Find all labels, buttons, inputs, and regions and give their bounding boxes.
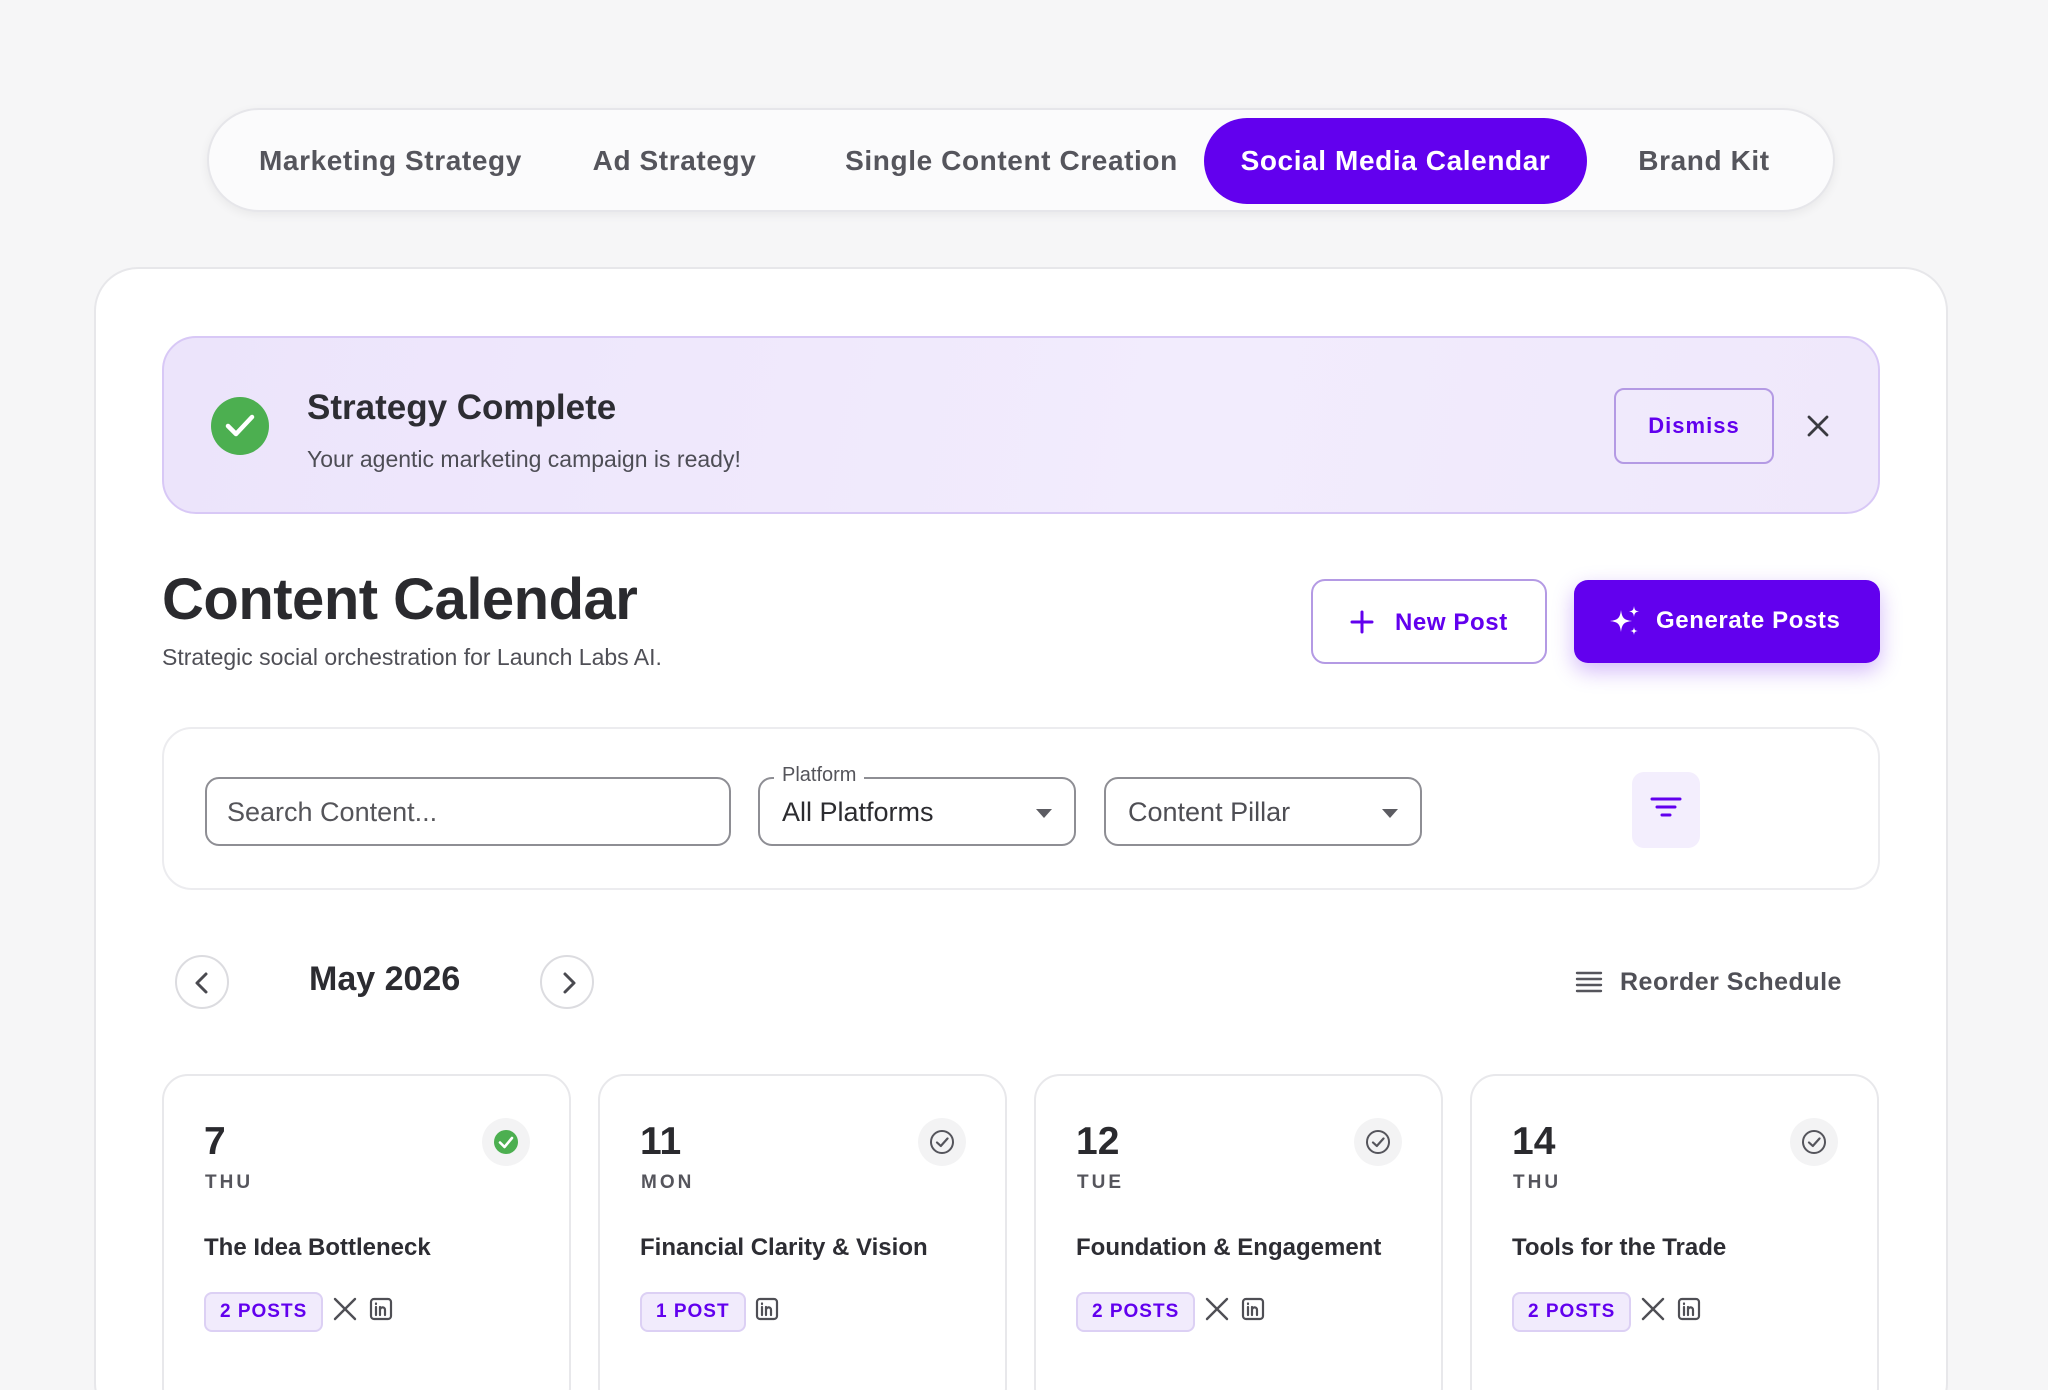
search-field[interactable]	[205, 777, 731, 846]
generate-posts-label: Generate Posts	[1656, 607, 1841, 634]
strategy-complete-banner: Strategy Complete Your agentic marketing…	[162, 336, 1880, 514]
platform-select[interactable]: Platform All Platforms	[758, 764, 1076, 846]
new-post-button[interactable]: New Post	[1311, 579, 1547, 664]
linkedin-icon	[1677, 1297, 1701, 1321]
day-title: Tools for the Trade	[1512, 1234, 1727, 1261]
linkedin-icon	[1241, 1297, 1265, 1321]
search-input[interactable]	[227, 793, 707, 831]
filter-icon	[1650, 797, 1682, 817]
next-month-button[interactable]	[540, 955, 594, 1009]
page-subtitle: Strategic social orchestration for Launc…	[162, 644, 662, 670]
page-title: Content Calendar	[162, 567, 638, 632]
day-title: The Idea Bottleneck	[204, 1234, 431, 1261]
tab-marketing-strategy[interactable]: Marketing Strategy	[259, 145, 522, 176]
dismiss-button[interactable]: Dismiss	[1614, 388, 1774, 464]
x-icon	[333, 1297, 357, 1321]
day-weekday: MON	[641, 1172, 695, 1193]
platform-select-label: Platform	[774, 764, 865, 787]
posts-count-badge: 2 POSTS	[204, 1292, 324, 1332]
plus-icon	[1349, 609, 1375, 642]
linkedin-icon	[755, 1297, 779, 1321]
linkedin-icon	[369, 1297, 393, 1321]
banner-title: Strategy Complete	[307, 388, 617, 427]
filter-bar: Platform All Platforms Content Pillar	[162, 727, 1880, 890]
new-post-label: New Post	[1395, 609, 1508, 636]
chevron-down-icon	[1382, 809, 1398, 818]
day-title: Financial Clarity & Vision	[640, 1234, 928, 1261]
tab-brand-kit[interactable]: Brand Kit	[1638, 145, 1770, 176]
prev-month-button[interactable]	[175, 955, 229, 1009]
tab-ad-strategy[interactable]: Ad Strategy	[592, 145, 757, 176]
current-month: May 2026	[309, 960, 461, 998]
chevron-right-icon	[563, 972, 576, 994]
day-weekday: TUE	[1077, 1172, 1124, 1193]
posts-count-badge: 1 POST	[640, 1292, 746, 1332]
tab-single-content-creation[interactable]: Single Content Creation	[845, 145, 1178, 176]
day-card[interactable]: 12 TUE Foundation & Engagement 2 POSTS	[1034, 1074, 1443, 1390]
day-card[interactable]: 7 THU The Idea Bottleneck 2 POSTS	[162, 1074, 571, 1390]
tab-social-media-calendar[interactable]: Social Media Calendar	[1204, 118, 1587, 204]
day-number: 7	[204, 1120, 226, 1163]
pending-status-icon[interactable]	[918, 1118, 966, 1166]
content-pillar-value: Content Pillar	[1128, 797, 1291, 827]
pending-status-icon[interactable]	[1790, 1118, 1838, 1166]
day-card[interactable]: 14 THU Tools for the Trade 2 POSTS	[1470, 1074, 1879, 1390]
x-icon	[1641, 1297, 1665, 1321]
check-circle-icon	[211, 397, 269, 455]
day-number: 14	[1512, 1120, 1556, 1163]
day-weekday: THU	[205, 1172, 254, 1193]
filter-button[interactable]	[1632, 772, 1700, 848]
day-weekday: THU	[1513, 1172, 1562, 1193]
generate-posts-button[interactable]: Generate Posts	[1574, 580, 1880, 663]
day-number: 12	[1076, 1120, 1120, 1163]
posts-count-badge: 2 POSTS	[1512, 1292, 1632, 1332]
platform-select-value: All Platforms	[782, 797, 934, 827]
day-card[interactable]: 11 MON Financial Clarity & Vision 1 POST	[598, 1074, 1007, 1390]
close-icon[interactable]	[1802, 410, 1834, 442]
content-pillar-select[interactable]: Content Pillar	[1104, 777, 1422, 846]
chevron-left-icon	[195, 972, 208, 994]
list-icon	[1575, 971, 1603, 993]
top-tab-bar: Marketing Strategy Ad Strategy Single Co…	[207, 108, 1835, 212]
completed-status-icon[interactable]	[482, 1118, 530, 1166]
chevron-down-icon	[1036, 809, 1052, 818]
sparkle-icon	[1607, 604, 1643, 647]
x-icon	[1205, 1297, 1229, 1321]
banner-subtitle: Your agentic marketing campaign is ready…	[307, 446, 741, 472]
posts-count-badge: 2 POSTS	[1076, 1292, 1196, 1332]
day-title: Foundation & Engagement	[1076, 1234, 1382, 1261]
day-number: 11	[640, 1120, 682, 1163]
pending-status-icon[interactable]	[1354, 1118, 1402, 1166]
reorder-schedule-label: Reorder Schedule	[1620, 968, 1842, 996]
